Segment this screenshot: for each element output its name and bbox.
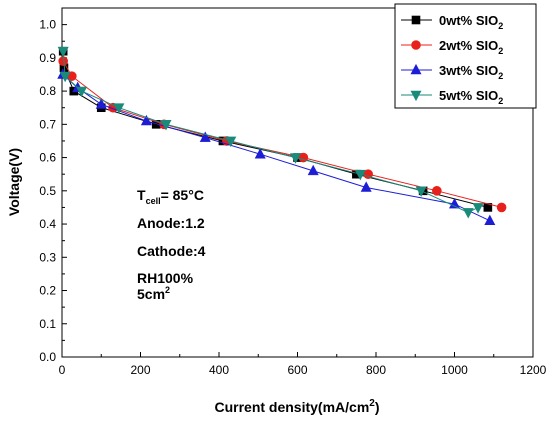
legend-item: 3wt% SIO2 <box>401 63 503 81</box>
x-tick-label: 400 <box>209 363 229 377</box>
data-point <box>76 86 88 98</box>
data-point <box>360 181 372 192</box>
data-point <box>462 208 474 219</box>
data-point <box>59 71 71 83</box>
legend-item: 5wt% SIO2 <box>401 88 503 106</box>
y-axis-title: Voltage(V) <box>6 148 22 216</box>
y-tick-label: 1.0 <box>39 18 56 32</box>
y-tick-label: 0.4 <box>39 217 56 231</box>
data-point <box>472 203 484 214</box>
x-tick-label: 200 <box>130 363 150 377</box>
data-point <box>496 202 507 213</box>
legend-label: 2wt% SIO2 <box>439 38 503 56</box>
x-tick-label: 1000 <box>441 363 468 377</box>
y-tick-label: 0.6 <box>39 151 56 165</box>
y-tick-label: 0.3 <box>39 250 56 264</box>
legend-label: 0wt% SIO2 <box>439 13 503 31</box>
legend: 0wt% SIO2 2wt% SIO2 3wt% SIO2 5wt% SIO2 <box>394 3 537 109</box>
y-tick-label: 0.2 <box>39 284 56 298</box>
annotation-box: Tcell= 85°C Anode:1.2 Cathode:4 RH100% 5… <box>137 187 206 302</box>
x-axis: 0 200 400 600 800 1000 1200 <box>59 352 547 377</box>
x-tick-label: 600 <box>287 363 307 377</box>
data-point <box>199 131 211 142</box>
data-point <box>57 46 69 58</box>
annotation-cathode: Cathode:4 <box>137 243 206 259</box>
legend-marker <box>411 40 421 50</box>
x-tick-label: 0 <box>59 363 66 377</box>
data-point <box>225 136 237 148</box>
y-tick-label: 0.0 <box>39 350 56 364</box>
annotation-area: 5cm2 <box>137 285 170 302</box>
data-point <box>254 148 266 159</box>
legend-item: 2wt% SIO2 <box>401 38 503 56</box>
data-point <box>307 164 319 176</box>
legend-item: 0wt% SIO2 <box>401 13 503 31</box>
series-line <box>62 74 491 222</box>
data-point <box>95 98 107 109</box>
data-point <box>140 114 152 126</box>
y-tick-label: 0.7 <box>39 117 56 131</box>
data-point <box>113 103 125 114</box>
annotation-anode: Anode:1.2 <box>137 215 205 231</box>
legend-marker <box>411 15 421 25</box>
y-tick-label: 0.1 <box>39 317 56 331</box>
y-tick-label: 0.9 <box>39 51 56 65</box>
y-axis: 0.0 0.1 0.2 0.3 0.4 0.5 0.6 0.7 0.8 0.9 1.0 <box>39 18 67 364</box>
annotation-rh: RH100% <box>137 270 194 286</box>
x-tick-label: 800 <box>366 363 386 377</box>
data-point <box>415 186 427 197</box>
annotation-temperature: Tcell= 85°C <box>137 187 204 206</box>
data-point <box>58 56 68 66</box>
data-point <box>484 214 496 226</box>
series-layer <box>57 46 507 226</box>
data-point <box>354 169 366 181</box>
y-tick-label: 0.8 <box>39 84 56 98</box>
series-3 <box>57 46 484 219</box>
y-tick-label: 0.5 <box>39 184 56 198</box>
legend-label: 3wt% SIO2 <box>439 63 503 81</box>
data-point <box>290 153 302 164</box>
x-axis-title: Current density(mA/cm2) <box>214 398 379 415</box>
legend-marker <box>410 63 422 75</box>
legend-marker <box>410 90 422 102</box>
x-tick-label: 1200 <box>520 363 547 377</box>
legend-label: 5wt% SIO2 <box>439 88 503 106</box>
data-point <box>449 197 460 209</box>
data-point <box>432 186 442 196</box>
data-point <box>160 120 172 131</box>
